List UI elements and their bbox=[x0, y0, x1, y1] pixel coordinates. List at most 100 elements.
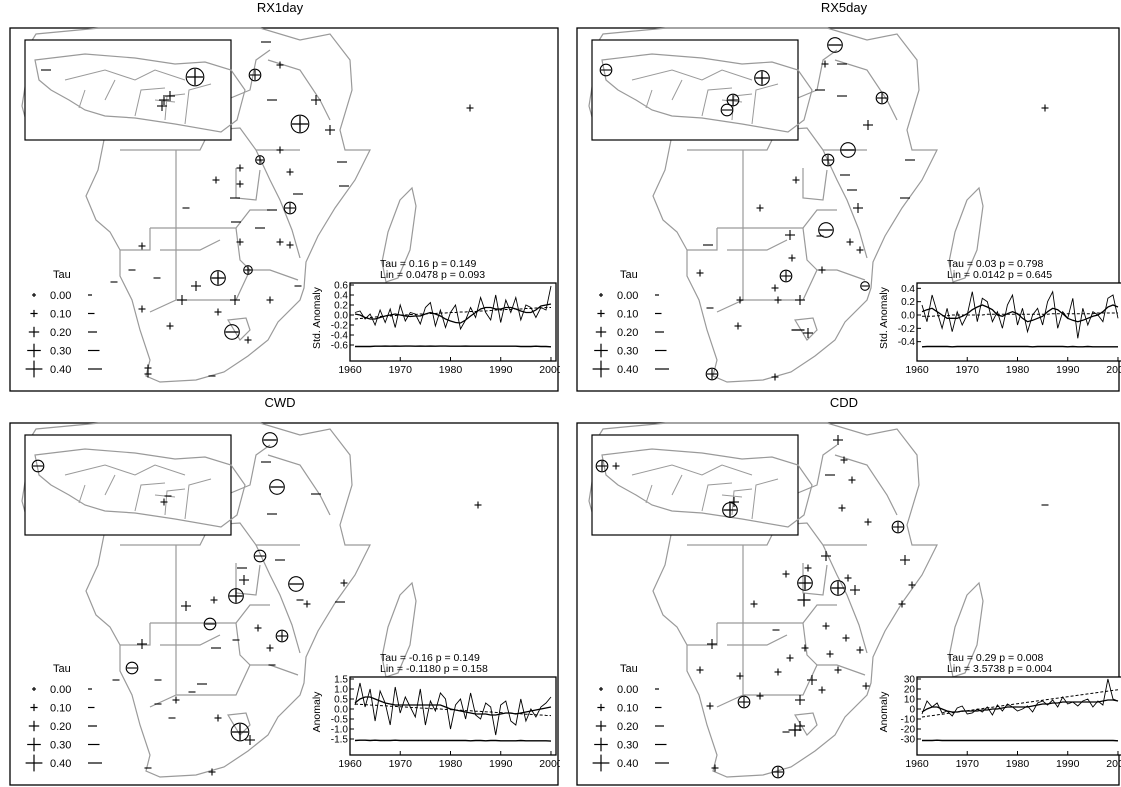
station-marker bbox=[771, 765, 785, 779]
station-marker bbox=[804, 564, 812, 572]
station-marker bbox=[821, 153, 835, 167]
inset-west-africa bbox=[24, 39, 246, 141]
station-marker bbox=[595, 459, 609, 473]
legend-level-label: 0.20 bbox=[50, 721, 71, 733]
legend-level-label: 0.30 bbox=[617, 346, 638, 358]
country-border bbox=[727, 634, 788, 646]
stats-line-2: Lin = 0.0142 p = 0.645 bbox=[947, 269, 1052, 281]
station-marker bbox=[275, 629, 289, 643]
station-marker bbox=[203, 617, 217, 631]
inset-west-africa bbox=[24, 434, 246, 536]
station-marker bbox=[696, 666, 704, 674]
legend-level-label: 0.40 bbox=[617, 758, 638, 770]
station-marker bbox=[311, 95, 321, 105]
station-marker bbox=[771, 373, 779, 381]
country-border bbox=[822, 544, 868, 654]
station-marker bbox=[254, 624, 262, 632]
station-marker bbox=[900, 555, 910, 565]
legend-level-label: 0.00 bbox=[617, 684, 638, 696]
station-marker bbox=[792, 176, 800, 184]
station-marker bbox=[862, 682, 870, 690]
panel-rx1day: RX1day Tau 0.00 0.10 0.20 0.30 0.40 Tau = 0.16 … bbox=[0, 0, 560, 393]
x-tick-label: 1990 bbox=[1056, 758, 1080, 770]
station-marker bbox=[325, 125, 335, 135]
legend-plus-1 bbox=[597, 309, 605, 318]
map-frame bbox=[576, 27, 1120, 392]
station-marker bbox=[212, 176, 220, 184]
smoothed-line bbox=[921, 304, 1119, 323]
station-marker bbox=[144, 370, 152, 378]
station-marker bbox=[125, 661, 139, 675]
legend-level-label: 0.40 bbox=[50, 758, 71, 770]
legend-level-label: 0.30 bbox=[50, 740, 71, 752]
station-marker bbox=[177, 295, 187, 305]
station-marker bbox=[807, 675, 817, 685]
country-border bbox=[834, 59, 898, 121]
legend-plus-2 bbox=[28, 326, 40, 338]
station-marker bbox=[224, 324, 240, 340]
country-border bbox=[802, 563, 828, 596]
station-marker bbox=[826, 650, 834, 658]
station-marker bbox=[707, 639, 717, 649]
legend-plus-4 bbox=[592, 754, 610, 772]
legend-level-label: 0.00 bbox=[50, 290, 71, 302]
x-tick-label: 2000 bbox=[1106, 364, 1121, 376]
x-tick-label: 1960 bbox=[905, 364, 929, 376]
x-tick-label: 2000 bbox=[539, 364, 560, 376]
y-tick-label: -0.5 bbox=[331, 715, 349, 726]
station-symbols bbox=[595, 435, 1049, 779]
stats-line-1: Tau = -0.16 p = 0.149 bbox=[380, 652, 480, 664]
y-tick-label: 0.0 bbox=[901, 311, 915, 322]
legend-plus-3 bbox=[594, 343, 608, 358]
station-marker bbox=[818, 266, 826, 274]
legend-level-label: 0.10 bbox=[50, 309, 71, 321]
station-marker bbox=[863, 120, 873, 130]
madagascar bbox=[381, 186, 417, 283]
station-marker bbox=[821, 60, 829, 68]
station-marker bbox=[864, 518, 872, 526]
station-marker bbox=[750, 600, 758, 608]
station-marker bbox=[160, 498, 168, 506]
panel-svg: Tau 0.00 0.10 0.20 0.30 0.40 Tau = -0.16 p = 0… bbox=[9, 422, 560, 786]
station-marker bbox=[827, 37, 843, 53]
country-border bbox=[834, 454, 898, 516]
legend-title: Tau bbox=[620, 269, 638, 281]
station-marker bbox=[228, 588, 244, 604]
legend-level-label: 0.10 bbox=[50, 703, 71, 715]
country-border bbox=[149, 622, 177, 708]
y-axis-label: Anomaly bbox=[878, 691, 890, 733]
country-border bbox=[802, 622, 818, 666]
legend-plus-0 bbox=[599, 293, 603, 297]
stats-line-1: Tau = 0.16 p = 0.149 bbox=[380, 258, 476, 270]
station-marker bbox=[756, 692, 764, 700]
station-marker bbox=[185, 67, 205, 87]
y-tick-label: -0.2 bbox=[898, 324, 916, 335]
madagascar bbox=[381, 581, 417, 678]
y-tick-label: -20 bbox=[901, 725, 916, 736]
station-marker bbox=[786, 654, 794, 662]
x-tick-label: 1970 bbox=[956, 758, 980, 770]
legend-level-label: 0.20 bbox=[50, 327, 71, 339]
station-marker bbox=[276, 146, 284, 154]
station-marker bbox=[290, 114, 310, 134]
station-marker bbox=[891, 520, 905, 534]
station-marker bbox=[722, 502, 738, 518]
station-marker bbox=[612, 462, 620, 470]
legend-level-label: 0.00 bbox=[617, 290, 638, 302]
station-marker bbox=[266, 644, 274, 652]
country-border bbox=[255, 544, 301, 654]
station-symbols bbox=[41, 41, 474, 378]
country-border bbox=[822, 149, 868, 259]
station-marker bbox=[276, 238, 284, 246]
country-border bbox=[255, 149, 301, 259]
country-border bbox=[120, 623, 151, 646]
country-border bbox=[742, 545, 837, 624]
y-tick-label: 0.2 bbox=[901, 297, 915, 308]
africa-map bbox=[588, 27, 984, 383]
country-border bbox=[227, 317, 251, 341]
station-marker bbox=[230, 295, 240, 305]
station-marker bbox=[244, 336, 252, 344]
station-marker bbox=[269, 479, 285, 495]
station-marker bbox=[856, 246, 864, 254]
